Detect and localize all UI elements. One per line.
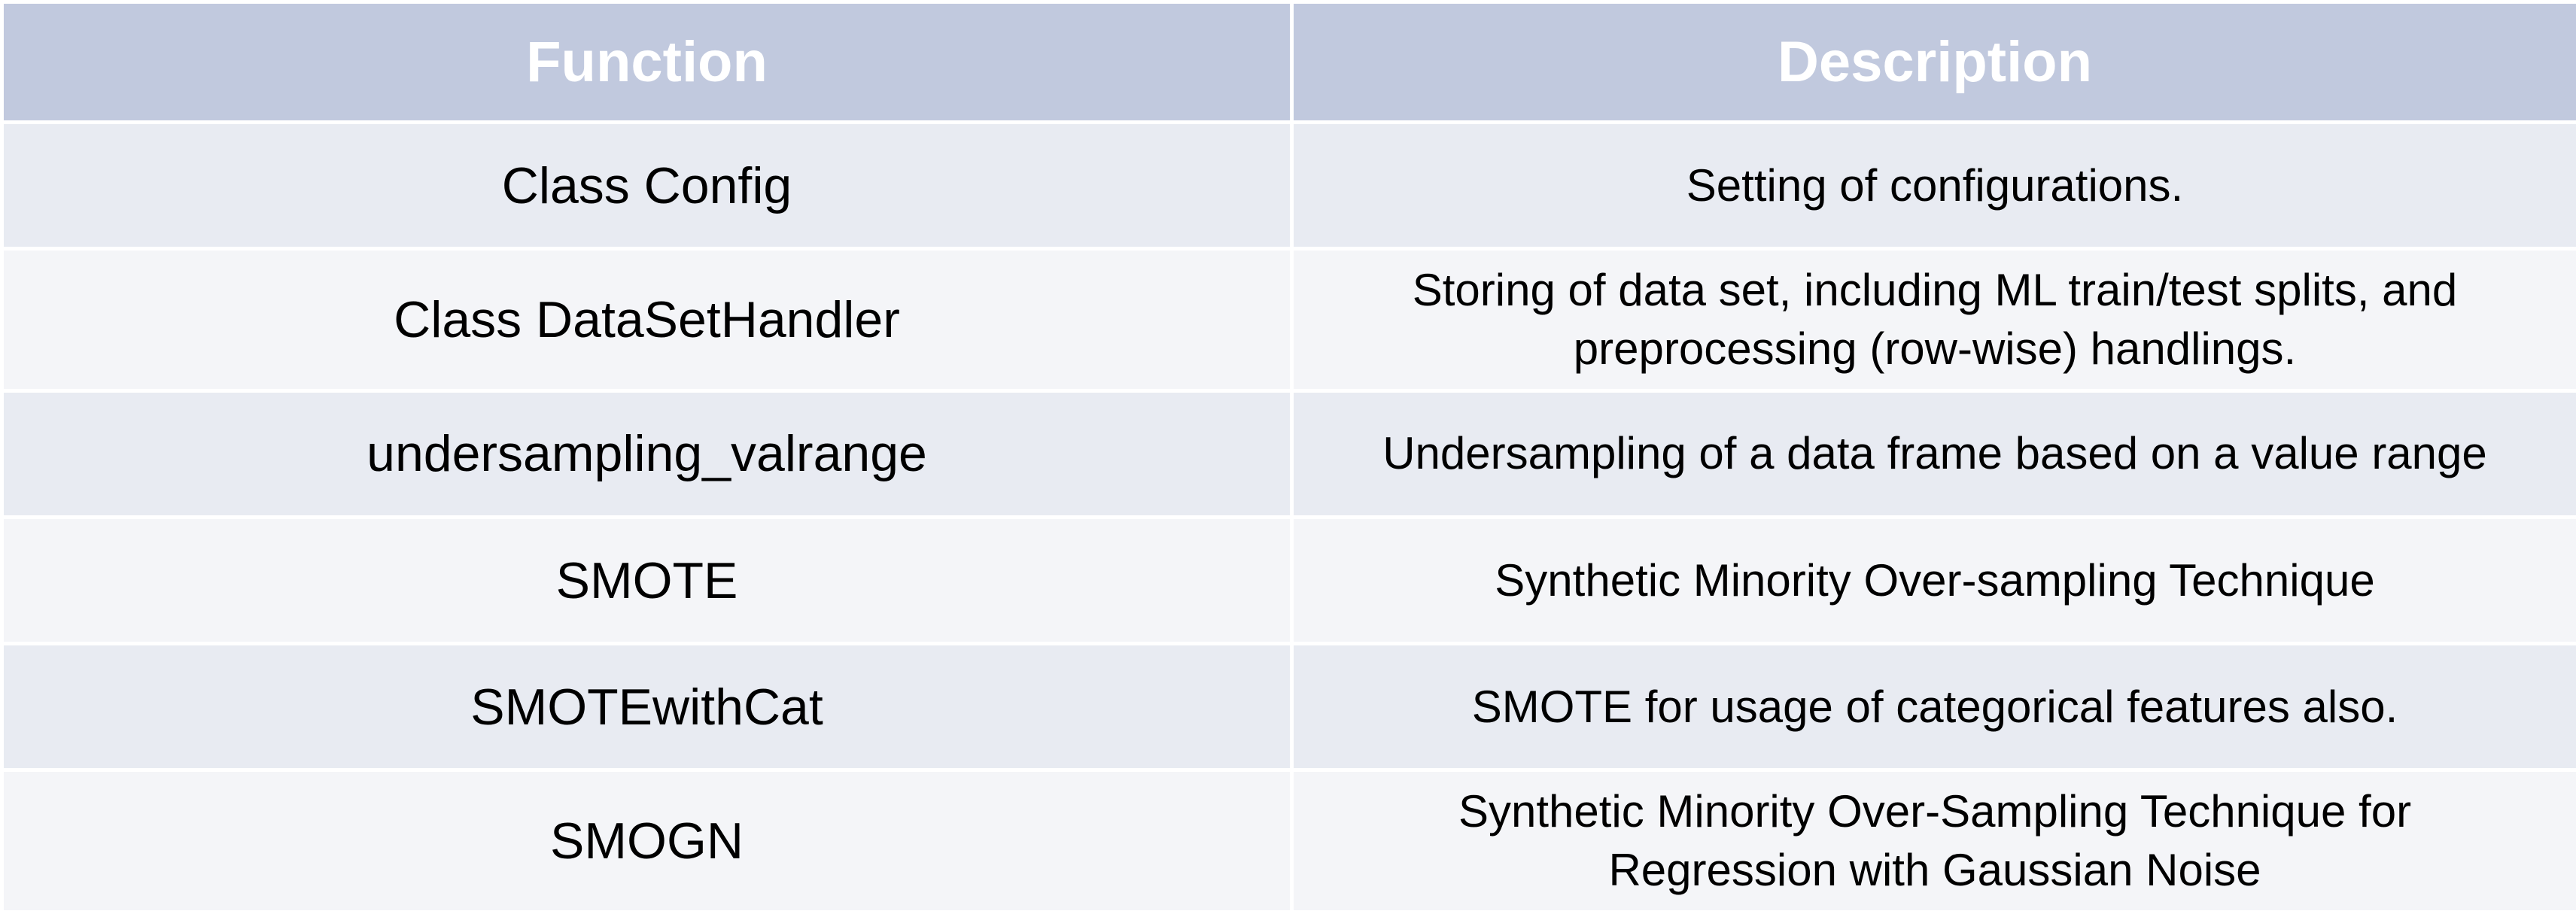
table-row: undersampling_valrange Undersampling of … [0,388,2576,519]
function-cell: SMOTE [0,515,1294,646]
table-row: SMOGN Synthetic Minority Over-Sampling T… [0,768,2576,914]
function-cell: Class Config [0,120,1294,251]
description-cell: Setting of configurations. [1290,120,2576,251]
column-header-function: Function [0,0,1294,124]
description-cell: SMOTE for usage of categorical features … [1290,642,2576,773]
table-header-row: Function Description [0,0,2576,124]
table-row: SMOTE Synthetic Minority Over-sampling T… [0,515,2576,646]
column-header-description: Description [1290,0,2576,124]
table-row: SMOTEwithCat SMOTE for usage of categori… [0,642,2576,773]
description-cell: Synthetic Minority Over-Sampling Techniq… [1290,768,2576,914]
description-cell: Undersampling of a data frame based on a… [1290,388,2576,519]
table-row: Class DataSetHandler Storing of data set… [0,247,2576,393]
table-row: Class Config Setting of configurations. [0,120,2576,251]
function-cell: Class DataSetHandler [0,247,1294,393]
description-cell: Synthetic Minority Over-sampling Techniq… [1290,515,2576,646]
description-cell: Storing of data set, including ML train/… [1290,247,2576,393]
function-cell: SMOTEwithCat [0,642,1294,773]
function-cell: undersampling_valrange [0,388,1294,519]
function-cell: SMOGN [0,768,1294,914]
